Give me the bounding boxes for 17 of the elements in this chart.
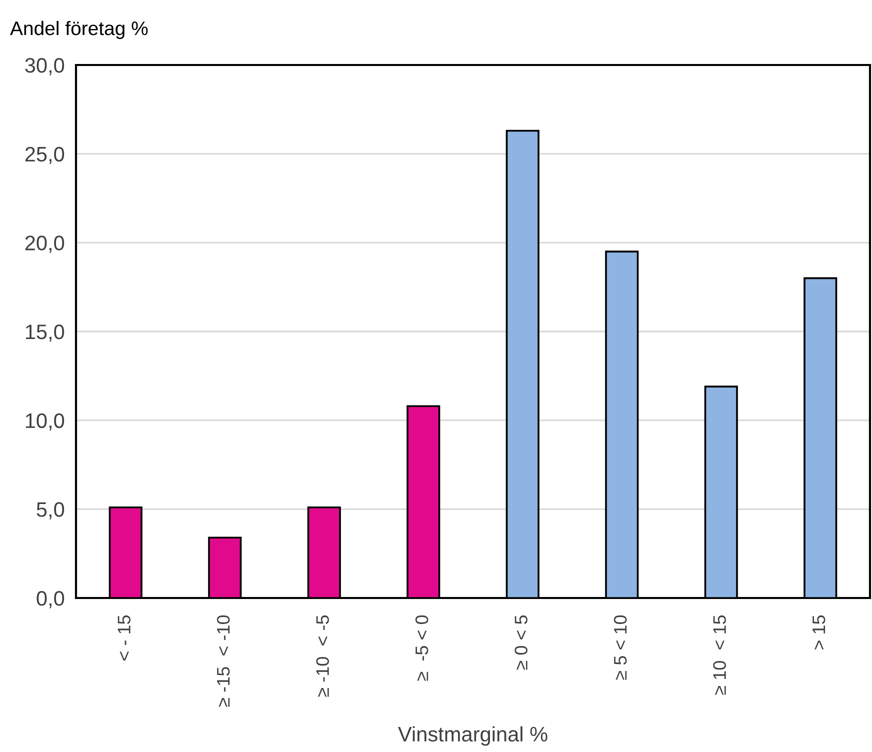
y-tick-label: 25,0 (25, 146, 64, 164)
y-tick-label: 0,0 (36, 591, 64, 608)
x-tick-label: ≥ 5 < 10 (614, 615, 627, 680)
y-tick-label: 15,0 (26, 324, 64, 342)
y-tick-label: 20,0 (25, 236, 64, 253)
y-tick-label: 30,0 (25, 58, 64, 76)
x-tick-label: ≥ 10 < 15 (713, 615, 726, 695)
x-tick-label: > 15 (812, 615, 826, 650)
x-tick-label: ≥ -10 < -5 (316, 615, 329, 697)
y-axis-title: Andel företag % (10, 20, 148, 40)
x-axis-title: Vinstmarginal % (398, 726, 548, 746)
x-tick-label: < - 15 (118, 615, 130, 660)
x-tick-label: ≥ -15 < -10 (216, 615, 230, 707)
x-tick-label: ≥ 0 < 5 (514, 615, 528, 670)
x-tick-label: ≥ -5 < 0 (415, 615, 428, 681)
y-tick-label: 10,0 (26, 413, 64, 431)
y-tick-label: 5,0 (36, 502, 64, 520)
